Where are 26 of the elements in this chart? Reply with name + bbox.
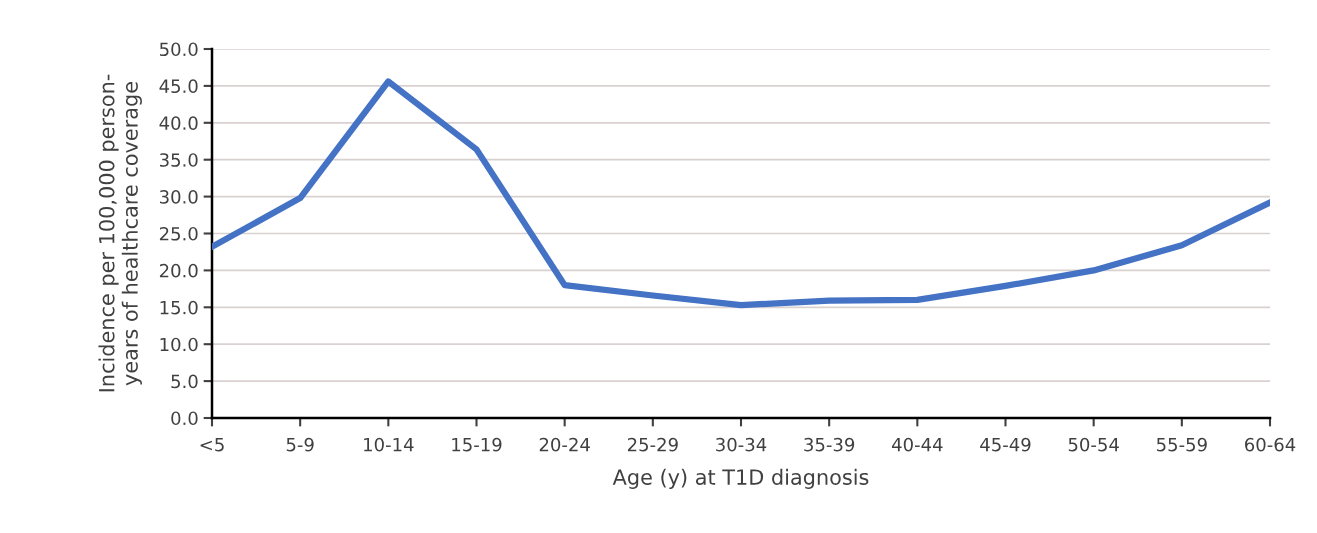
x-tick-label: 25-29 [627, 437, 678, 452]
x-tick-label: 10-14 [364, 437, 414, 452]
y-tick-label: 35.0 [159, 153, 198, 167]
y-tick-label: 0.0 [171, 411, 198, 426]
x-tick-label: 30-34 [716, 437, 767, 452]
y-tick-label: 15.0 [160, 300, 198, 315]
y-tick-label: 30.0 [159, 190, 198, 204]
y-tick-label: 5.0 [171, 374, 198, 389]
x-tick-label: 15-19 [452, 437, 502, 452]
x-axis-title: Age (y) at T1D diagnosis [612, 468, 869, 489]
x-tick-label: 40-44 [891, 437, 943, 452]
x-tick-label: 20-24 [539, 437, 590, 452]
y-tick-label: 20.0 [159, 263, 198, 278]
y-tick-label: 40.0 [159, 116, 198, 130]
x-tick-label: 35-39 [804, 437, 855, 452]
y-tick-label: 50.0 [160, 42, 198, 57]
y-axis-title: Incidence per 100,000 person- years of healthcare coverage [98, 74, 142, 392]
x-tick-label: 5-9 [286, 437, 314, 452]
x-tick-label: 50-54 [1068, 437, 1119, 452]
y-tick-label: 45.0 [159, 79, 198, 94]
x-tick-label: 45-49 [980, 437, 1031, 452]
y-tick-label: 10.0 [160, 337, 198, 352]
y-tick-label: 25.0 [159, 226, 198, 241]
x-tick-label: 55-59 [1156, 437, 1207, 452]
x-tick-label: <5 [200, 438, 224, 452]
x-tick-label: 60-64 [1245, 437, 1296, 452]
